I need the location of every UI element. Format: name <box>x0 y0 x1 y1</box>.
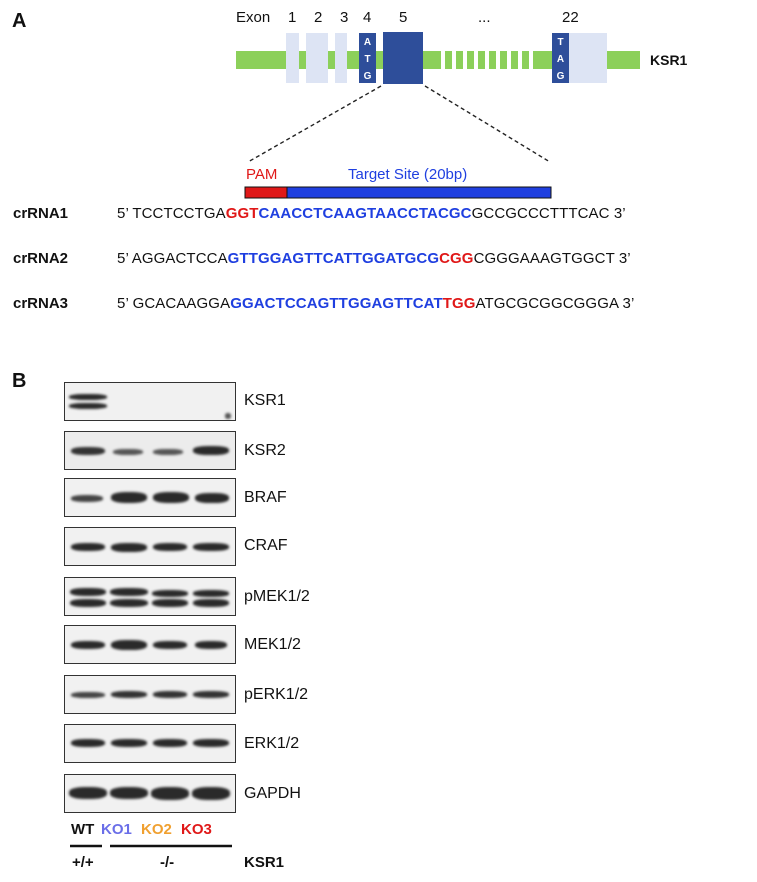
blot-label-perk12: pERK1/2 <box>244 686 309 703</box>
exon-number-2: 2 <box>314 9 323 26</box>
blot-label-ksr2: KSR2 <box>244 442 286 459</box>
seq-target: GTTGGAGTTCATTGGATGCG <box>227 250 440 267</box>
seq-flank-3: ATGCGCGGCGGGA 3’ <box>475 295 635 312</box>
seq-flank-5: 5’ TCCTCCTGA <box>117 205 226 222</box>
tag-letter-g: G <box>557 71 565 82</box>
blot-ksr1 <box>64 382 236 421</box>
gene-structure-diagram: A T G T A G KSR1 <box>236 32 688 199</box>
genotype-wt: +/+ <box>72 854 94 871</box>
exon-word: Exon <box>236 9 271 26</box>
genotype-gene: KSR1 <box>244 854 285 871</box>
crrna-label: crRNA2 <box>13 250 69 267</box>
blot-mek12 <box>64 625 236 664</box>
seq-flank-3: GCCGCCCTTTCAC 3’ <box>471 205 626 222</box>
exon-22-utr <box>568 33 607 83</box>
exon-number-22: 22 <box>562 9 579 26</box>
blot-erk12 <box>64 724 236 763</box>
seq-flank-5: 5’ GCACAAGGA <box>117 295 231 312</box>
exon-5 <box>383 32 423 84</box>
blot-label-erk12: ERK1/2 <box>244 735 300 752</box>
exon-22-coding <box>552 33 569 83</box>
panel-a-letter: A <box>12 10 27 32</box>
blot-gapdh <box>64 774 236 813</box>
pam-label: PAM <box>246 166 278 183</box>
exon-2 <box>306 33 328 83</box>
zoom-line-left <box>247 85 382 163</box>
tag-letter-t: T <box>557 37 563 48</box>
pam-bar <box>244 186 288 199</box>
blot-label-pmek12: pMEK1/2 <box>244 588 310 605</box>
atg-letter-g: G <box>364 71 372 82</box>
exon-number-5: 5 <box>399 9 408 26</box>
blot-ksr2 <box>64 431 236 470</box>
crrna-label: crRNA1 <box>13 205 69 222</box>
target-site-bar <box>286 186 552 199</box>
panel-b-letter: B <box>12 370 27 392</box>
blot-label-gapdh: GAPDH <box>244 785 301 802</box>
crrna-sequence: 5’ GCACAAGGAGGACTCCAGTTGGAGTTCATTGGATGCG… <box>117 295 634 312</box>
lane-label-wt: WT <box>71 821 95 838</box>
exon-3 <box>335 33 347 83</box>
crrna-sequence: 5’ TCCTCCTGAGGTCAACCTCAAGTAACCTACGCGCCGC… <box>117 205 626 222</box>
zoom-line-right <box>424 85 551 163</box>
seq-target: CAACCTCAAGTAACCTACGC <box>258 205 472 222</box>
exon-number-4: 4 <box>363 9 372 26</box>
lane-label-ko3: KO3 <box>181 821 212 838</box>
seq-pam: TGG <box>442 295 476 312</box>
lane-label-ko2: KO2 <box>141 821 172 838</box>
blot-label-craf: CRAF <box>244 537 288 554</box>
intermediate-exons <box>441 51 533 69</box>
seq-pam: CGG <box>439 250 474 267</box>
genotype-ko: -/- <box>160 854 175 871</box>
blot-label-mek12: MEK1/2 <box>244 636 301 653</box>
gene-name: KSR1 <box>650 52 688 68</box>
crrna-label: crRNA3 <box>13 295 69 312</box>
tag-letter-a: A <box>557 54 564 65</box>
blot-braf <box>64 478 236 517</box>
target-site-label: Target Site (20bp) <box>348 166 468 183</box>
genotype-bars <box>70 844 232 848</box>
exon-number-1: 1 <box>288 9 297 26</box>
blot-pmek12 <box>64 577 236 616</box>
blot-label-ksr1: KSR1 <box>244 392 286 409</box>
seq-flank-3: CGGGAAAGTGGCT 3’ <box>473 250 631 267</box>
atg-letter-t: T <box>364 54 370 65</box>
blot-craf <box>64 527 236 566</box>
exon-4 <box>359 33 376 83</box>
crrna-sequence: 5’ AGGACTCCAGTTGGAGTTCATTGGATGCGCGGCGGGA… <box>117 250 631 267</box>
blot-perk12 <box>64 675 236 714</box>
seq-flank-5: 5’ AGGACTCCA <box>117 250 228 267</box>
atg-letter-a: A <box>364 37 371 48</box>
exon-number-3: 3 <box>340 9 349 26</box>
seq-target: GGACTCCAGTTGGAGTTCAT <box>230 295 443 312</box>
exon-1 <box>286 33 299 83</box>
lane-label-ko1: KO1 <box>101 821 132 838</box>
seq-pam: GGT <box>225 205 259 222</box>
blot-label-braf: BRAF <box>244 489 287 506</box>
exon-ellipsis: ... <box>478 9 491 26</box>
